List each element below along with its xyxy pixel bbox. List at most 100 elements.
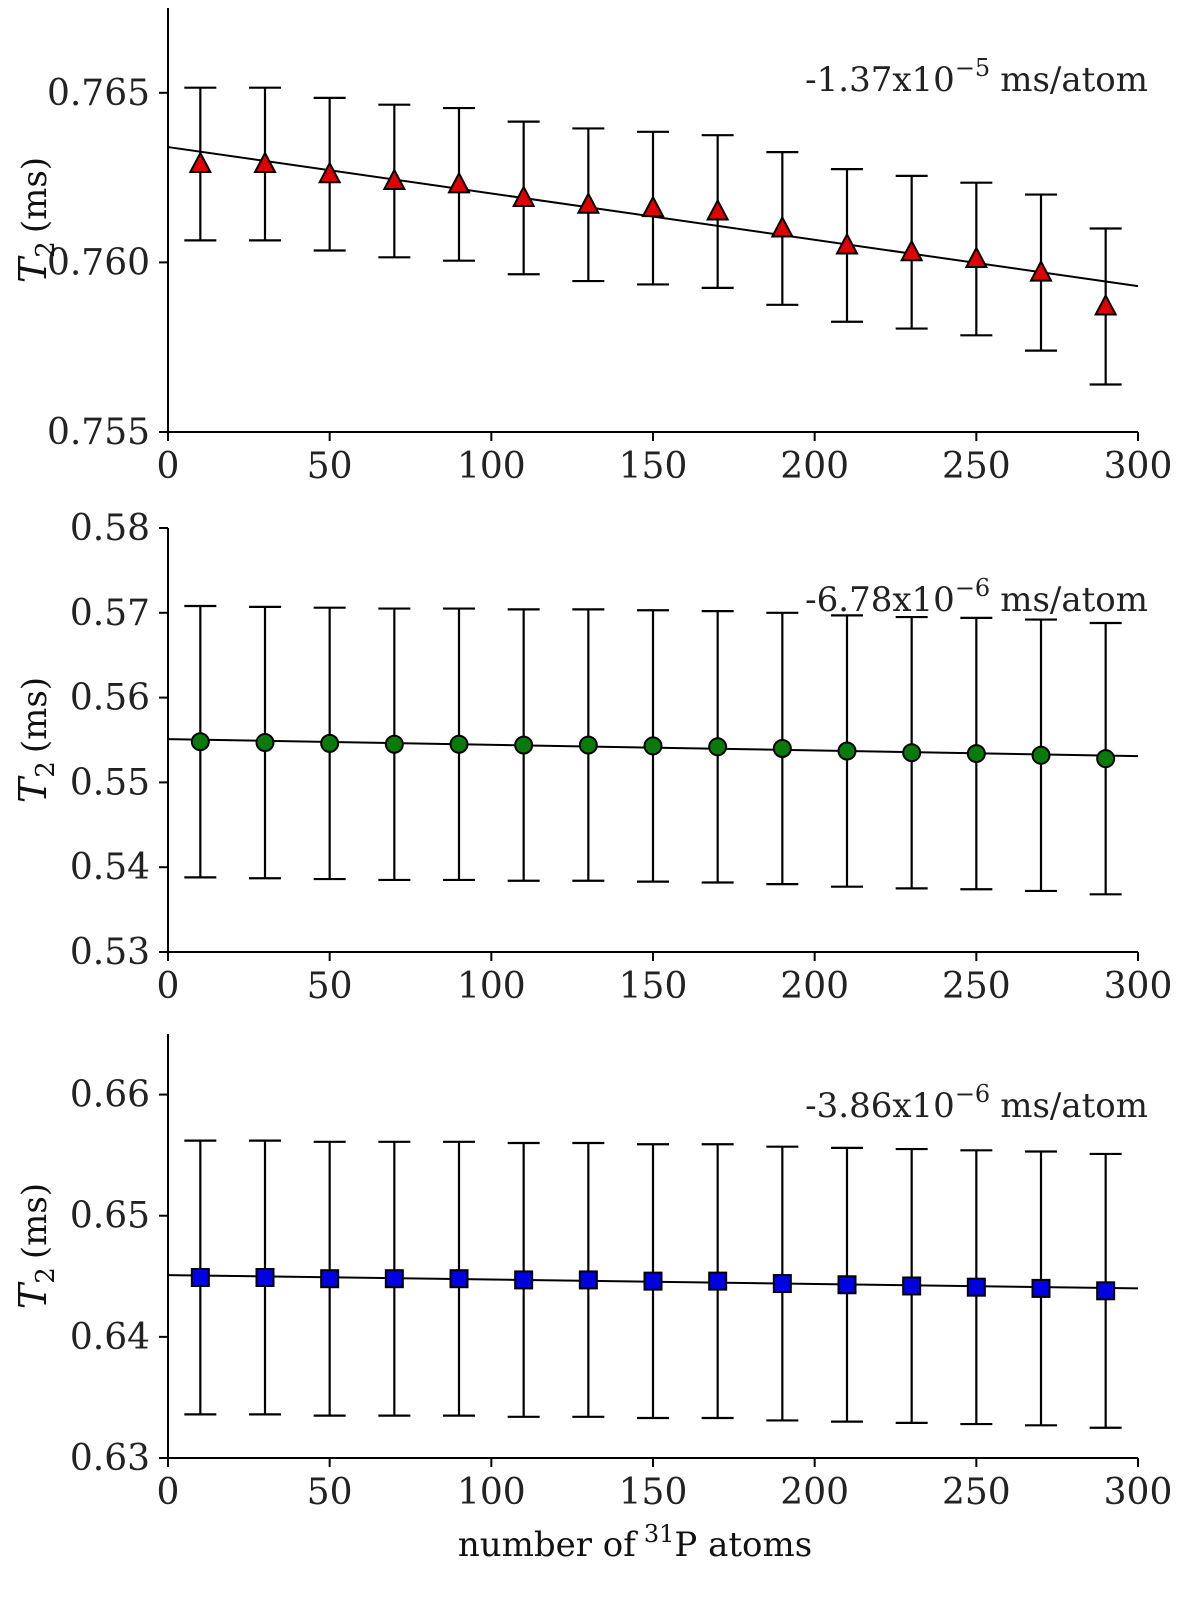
x-tick-label: 200	[780, 446, 849, 487]
y-tick-label: 0.65	[70, 1196, 150, 1237]
data-point	[1031, 745, 1051, 765]
data-point	[384, 1269, 404, 1289]
data-point	[641, 194, 665, 218]
y-tick-label: 0.760	[47, 242, 150, 283]
data-point	[320, 733, 340, 753]
x-tick-label: 300	[1104, 966, 1173, 1007]
chart-panel-2: 0 50 100 150 200 250 300 0.53 0.54 0.55 0.56 0.57 0.…	[11, 508, 1172, 1007]
data-point	[382, 167, 406, 190]
y-axis-label-rest: (ms)	[15, 157, 55, 233]
y-tick-label: 0.53	[70, 932, 150, 973]
x-tick-label: 0	[157, 966, 180, 1007]
y-tick-label: 0.56	[70, 678, 150, 719]
x-axis-label: number of 31P atoms	[458, 1520, 812, 1565]
y-tick-label: 0.755	[47, 412, 150, 453]
chart-panel-1: 0 50 100 150 200 250 300 0.755 0.760 0.765 T2 (ms) -…	[11, 8, 1172, 487]
data-point	[966, 744, 986, 764]
slope-annotation-exponent: −6	[955, 574, 990, 602]
data-point	[514, 735, 534, 755]
x-tick-label: 50	[307, 1472, 353, 1513]
data-point	[708, 737, 728, 757]
data-point	[966, 1277, 986, 1297]
y-tick-label: 0.66	[70, 1075, 150, 1116]
data-point	[447, 171, 471, 194]
data-point	[772, 738, 792, 758]
x-tick-label: 300	[1104, 446, 1173, 487]
y-axis-label: T2 (ms)	[11, 677, 61, 803]
y-tick-label: 0.54	[70, 847, 150, 888]
slope-annotation-suffix: ms/atom	[1000, 580, 1148, 620]
slope-annotation: -6.78x10−6 ms/atom	[805, 574, 1148, 620]
slope-annotation-suffix: ms/atom	[1000, 60, 1148, 100]
y-axis-label-sub: 2	[31, 1267, 61, 1284]
y-tick-label: 0.55	[70, 762, 150, 803]
y-axis-label-sub: 2	[31, 241, 61, 258]
data-point	[1096, 749, 1116, 769]
data-point	[578, 735, 598, 755]
data-point	[514, 1270, 534, 1290]
y-tick-label: 0.63	[70, 1438, 150, 1479]
slope-annotation-prefix: -6.78x10	[805, 580, 955, 620]
x-tick-label: 100	[457, 966, 526, 1007]
data-point	[384, 734, 404, 754]
data-point	[643, 736, 663, 756]
slope-annotation: -3.86x10−6 ms/atom	[805, 1080, 1148, 1126]
x-tick-label: 100	[457, 1472, 526, 1513]
y-tick-label: 0.57	[70, 593, 150, 634]
data-point	[190, 1267, 210, 1287]
slope-annotation-exponent: −5	[955, 54, 990, 82]
y-axis-label-main: T	[11, 255, 55, 283]
x-tick-label: 0	[157, 446, 180, 487]
data-point	[837, 741, 857, 761]
x-tick-label: 50	[307, 966, 353, 1007]
data-point	[578, 1270, 598, 1290]
slope-annotation-exponent: −6	[955, 1080, 990, 1108]
data-point	[449, 1269, 469, 1289]
x-tick-label: 200	[780, 1472, 849, 1513]
x-tick-label: 150	[619, 966, 688, 1007]
x-axis-label-sup: 31	[644, 1520, 675, 1548]
y-axis-label-rest: (ms)	[15, 1183, 55, 1259]
x-tick-label: 100	[457, 446, 526, 487]
data-point	[835, 232, 859, 255]
y-axis-label: T2 (ms)	[11, 157, 61, 283]
data-point	[772, 1274, 792, 1294]
data-point	[576, 191, 600, 214]
data-point	[708, 1271, 728, 1291]
y-axis-label-main: T	[11, 775, 55, 803]
data-point	[253, 150, 277, 174]
slope-annotation-prefix: -3.86x10	[805, 1086, 955, 1126]
data-point	[1094, 293, 1118, 316]
data-point	[1029, 259, 1053, 282]
data-point	[902, 743, 922, 763]
x-tick-label: 200	[780, 966, 849, 1007]
data-point	[320, 1269, 340, 1289]
x-tick-label: 250	[942, 446, 1011, 487]
data-point	[255, 1267, 275, 1287]
data-point	[706, 198, 730, 221]
data-point	[188, 150, 212, 174]
data-point	[190, 732, 210, 752]
x-axis-label-post: P atoms	[674, 1525, 812, 1565]
data-point	[512, 184, 536, 207]
data-point	[318, 161, 342, 184]
slope-annotation-prefix: -1.37x10	[805, 60, 955, 100]
x-tick-label: 0	[157, 1472, 180, 1513]
y-tick-label: 0.58	[70, 508, 150, 549]
y-tick-label: 0.64	[70, 1317, 150, 1358]
data-point	[449, 734, 469, 754]
data-point	[964, 245, 988, 269]
y-axis-label: T2 (ms)	[11, 1183, 61, 1309]
data-point	[770, 215, 794, 238]
x-axis-label-pre: number of	[458, 1525, 638, 1565]
chart-panel-3: 0 50 100 150 200 250 300 0.63 0.64 0.65 0.66 T2 (ms)…	[11, 1034, 1172, 1565]
y-tick-label: 0.765	[47, 73, 150, 114]
slope-annotation-suffix: ms/atom	[1000, 1086, 1148, 1126]
data-point	[1031, 1278, 1051, 1298]
y-axis-label-sub: 2	[31, 761, 61, 778]
x-tick-label: 300	[1104, 1472, 1173, 1513]
x-tick-label: 250	[942, 1472, 1011, 1513]
data-point	[902, 1276, 922, 1296]
data-point	[900, 239, 924, 262]
